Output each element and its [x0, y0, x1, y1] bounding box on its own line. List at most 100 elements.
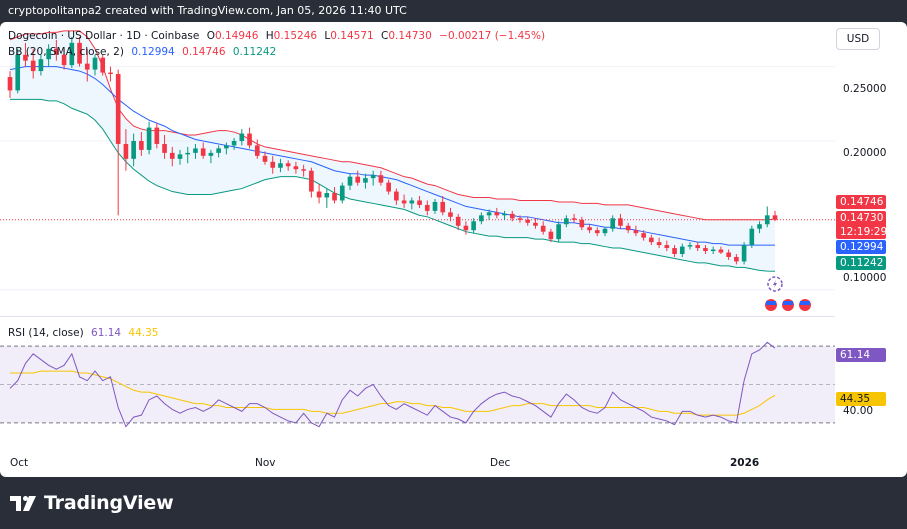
candle-body: [734, 256, 739, 262]
candle: [571, 213, 577, 223]
candle-body: [440, 201, 446, 213]
candle-body: [625, 225, 631, 231]
candle: [339, 182, 345, 204]
candle: [69, 36, 75, 69]
bb-upper-line: [9, 30, 776, 221]
candle-body: [231, 140, 237, 146]
candle: [15, 48, 21, 94]
legend-bb-upper: 0.14746: [182, 46, 226, 58]
rsi-value-tag: 61.14: [836, 348, 886, 362]
candle: [517, 215, 523, 223]
candle: [679, 243, 685, 257]
candle-body: [764, 215, 770, 225]
candle-body: [370, 175, 376, 179]
chart-canvas[interactable]: [0, 22, 907, 477]
candle: [177, 149, 183, 165]
candle-body: [332, 193, 337, 201]
candle-body: [247, 133, 252, 146]
candle: [254, 139, 260, 159]
candle: [432, 198, 438, 214]
candle-body: [718, 249, 724, 253]
candle-body: [123, 143, 129, 159]
candle-body: [424, 204, 430, 211]
rsi-pane: [0, 341, 835, 428]
candle-body: [656, 242, 662, 246]
candle-body: [270, 161, 276, 168]
candle-body: [61, 54, 67, 66]
candle-body: [324, 193, 330, 198]
candle: [247, 127, 252, 149]
tradingview-logo[interactable]: TradingView: [10, 492, 174, 514]
candle-body: [417, 200, 422, 205]
candle-body: [726, 252, 731, 257]
candle-body: [602, 228, 608, 234]
legend-symbol: Dogecoin · US Dollar · 1D · Coinbase: [8, 30, 200, 42]
candle-body: [154, 127, 160, 144]
candle: [100, 54, 106, 76]
candle-body: [749, 228, 755, 246]
candle: [7, 71, 13, 98]
candle: [293, 161, 299, 174]
candle-body: [386, 182, 391, 192]
candle: [61, 48, 67, 70]
candle-body: [687, 245, 693, 247]
candle-body: [378, 175, 384, 183]
candle-body: [509, 213, 515, 219]
candle-body: [494, 212, 500, 216]
candle: [316, 184, 322, 204]
candle: [324, 188, 330, 208]
candle-body: [200, 148, 206, 156]
bollinger-bands: [0, 30, 835, 272]
legend-high-value: 0.15246: [273, 30, 318, 42]
candle: [347, 173, 353, 191]
candle-body: [146, 127, 152, 150]
bb-lower-tag: 0.11242: [836, 256, 886, 270]
bb-basis-tag: 0.12994: [836, 240, 886, 254]
legend-symbol-row: Dogecoin · US Dollar · 1D · Coinbase O0.…: [8, 30, 549, 42]
candle-body: [347, 176, 353, 186]
candle-body: [679, 246, 685, 254]
candle-body: [540, 225, 546, 232]
candle-body: [15, 54, 21, 91]
candle-body: [479, 215, 484, 222]
candle-body: [432, 201, 438, 211]
candle: [494, 207, 500, 219]
candle-body: [703, 248, 708, 252]
candle-body: [185, 152, 191, 155]
candle-body: [471, 221, 476, 231]
candle: [610, 215, 616, 232]
candle: [285, 160, 291, 171]
candle-body: [463, 225, 469, 231]
rsi-tick-40: 40.00: [843, 405, 874, 417]
currency-button[interactable]: USD: [836, 28, 880, 50]
candle: [625, 222, 631, 234]
candle-body: [301, 169, 306, 171]
footer: TradingView: [0, 480, 907, 529]
candle-body: [772, 215, 778, 220]
candle-body: [448, 212, 453, 217]
chart-panel[interactable]: Dogecoin · US Dollar · 1D · Coinbase O0.…: [0, 22, 907, 477]
candle: [641, 230, 646, 241]
candle: [131, 133, 136, 167]
candle: [486, 209, 492, 220]
rsi-line: [9, 341, 776, 428]
candle: [540, 221, 546, 235]
candle: [772, 210, 778, 222]
time-tick-nov: Nov: [255, 457, 276, 469]
candle: [84, 48, 90, 82]
candle-body: [309, 170, 314, 192]
candle: [703, 245, 708, 254]
candle-body: [77, 42, 82, 64]
legend-close-value: 0.14730: [388, 30, 432, 42]
candle-body: [502, 213, 507, 216]
candle: [363, 173, 368, 189]
candle: [224, 142, 229, 155]
legend-high-label: H: [265, 30, 274, 42]
pane-divider: [0, 316, 835, 317]
candle: [401, 194, 407, 208]
candle-body: [193, 148, 198, 153]
bb-upper-tag: 0.14746: [836, 195, 886, 209]
bar-countdown: 12:19:29: [840, 226, 888, 238]
tradingview-logo-icon: [10, 496, 36, 511]
candle: [741, 242, 747, 265]
